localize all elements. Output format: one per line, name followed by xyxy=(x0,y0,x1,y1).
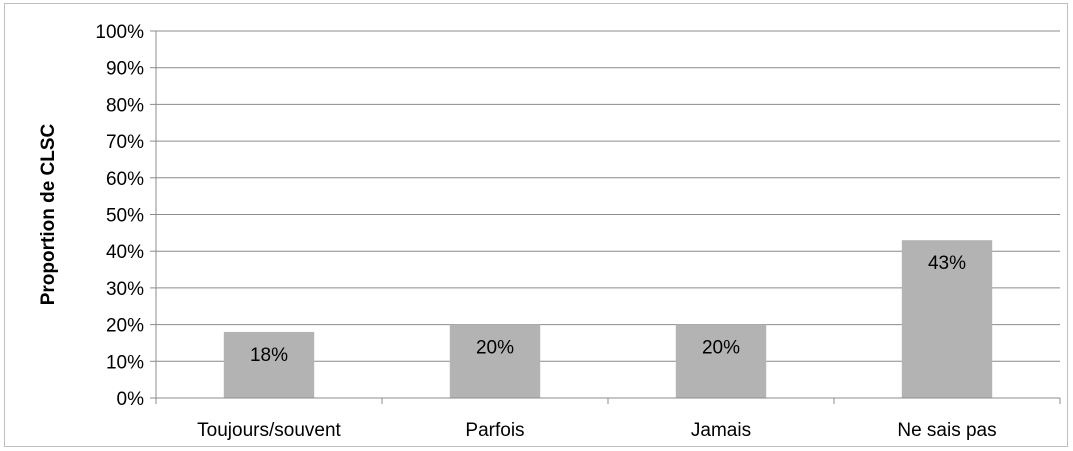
y-tick-label: 90% xyxy=(106,59,144,80)
x-category-label: Jamais xyxy=(691,420,751,441)
y-tick-label: 80% xyxy=(106,95,144,116)
data-label: 20% xyxy=(476,338,514,359)
data-label: 43% xyxy=(928,253,966,274)
y-tick-label: 20% xyxy=(106,316,144,337)
y-tick-label: 70% xyxy=(106,132,144,153)
x-category-label: Ne sais pas xyxy=(897,420,996,441)
axes xyxy=(150,30,1061,404)
y-tick-labels: 0% 10% 20% 30% 40% 50% 60% 70% 80% 90% 100% xyxy=(95,22,144,410)
y-tick-label: 100% xyxy=(95,22,144,43)
y-tick-label: 60% xyxy=(106,169,144,190)
y-tick-label: 30% xyxy=(106,279,144,300)
data-label: 18% xyxy=(250,345,288,366)
bar xyxy=(223,331,315,398)
data-labels: 18% 20% 20% 43% xyxy=(250,253,966,366)
y-tick-label: 0% xyxy=(117,389,145,410)
y-axis-title: Proportion de CLSC xyxy=(38,123,59,305)
bar xyxy=(901,240,993,398)
bar xyxy=(449,324,541,398)
y-tick-label: 10% xyxy=(106,352,144,373)
y-tick-label: 40% xyxy=(106,242,144,263)
x-category-label: Toujours/souvent xyxy=(197,420,341,441)
y-tick-label: 50% xyxy=(106,206,144,227)
bars xyxy=(223,240,993,398)
bar xyxy=(675,324,767,398)
x-category-labels: Toujours/souvent Parfois Jamais Ne sais pas xyxy=(197,420,996,441)
data-label: 20% xyxy=(702,338,740,359)
x-category-label: Parfois xyxy=(465,420,524,441)
